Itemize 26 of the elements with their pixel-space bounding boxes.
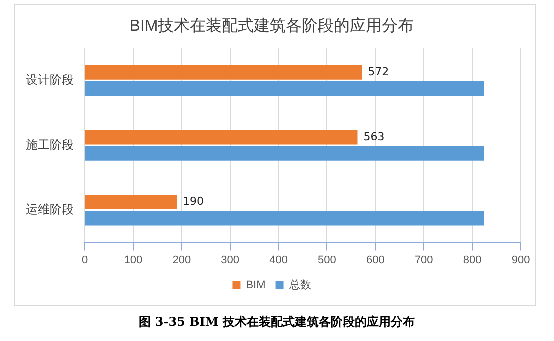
x-tick-label: 100: [124, 254, 143, 266]
x-tick-label: 400: [270, 254, 288, 266]
y-tick-label: 运维阶段: [26, 202, 74, 217]
caption: 图 3-35 BIM 技术在装配式建筑各阶段的应用分布: [138, 314, 416, 331]
legend-label: 总数: [288, 278, 312, 292]
bar: [86, 65, 362, 80]
legend-label: BIM: [246, 280, 266, 292]
y-tick-label: 设计阶段: [26, 72, 74, 87]
x-tick-label: 0: [82, 254, 88, 266]
data-label: 572: [368, 65, 390, 78]
x-tick-label: 600: [366, 254, 385, 266]
bar: [86, 211, 484, 226]
data-label: 190: [183, 195, 204, 208]
data-label: 563: [364, 130, 385, 144]
chart-title: BIM技术在装配式建筑各阶段的应用分布: [130, 17, 414, 36]
bar: [86, 81, 484, 96]
x-tick-label: 200: [172, 254, 192, 266]
bar: [86, 146, 484, 161]
x-tick-label: 500: [318, 254, 336, 266]
bar: [86, 194, 178, 210]
x-tick-label: 700: [414, 254, 434, 266]
bar: [86, 130, 358, 145]
x-tick-label: 800: [463, 254, 482, 266]
x-tick-label: 300: [221, 254, 240, 266]
x-tick-label: 900: [512, 254, 530, 266]
y-tick-label: 施工阶段: [26, 138, 74, 152]
